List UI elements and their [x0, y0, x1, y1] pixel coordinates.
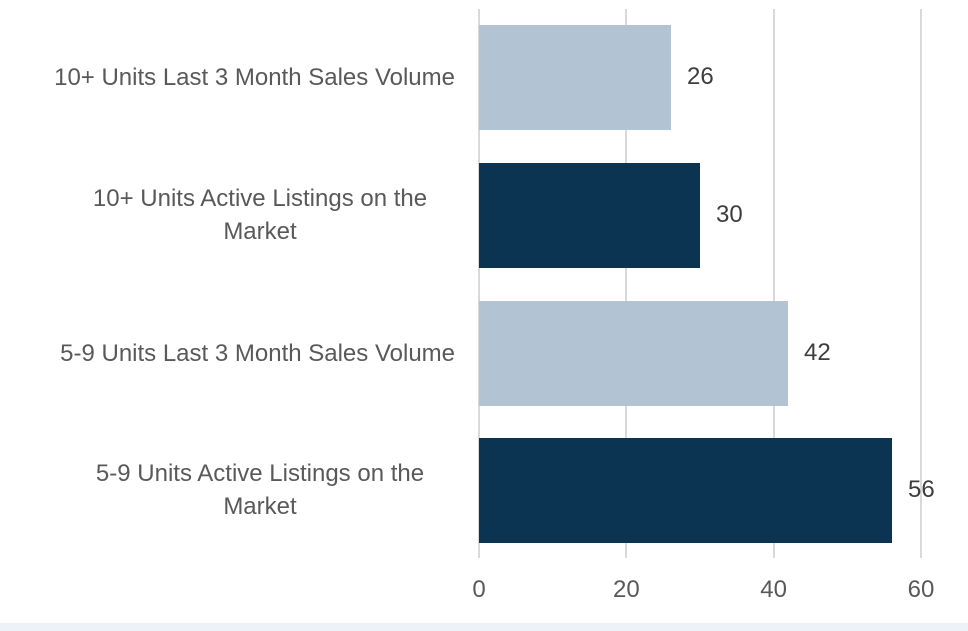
plot-area [478, 9, 922, 558]
x-tick-label: 40 [760, 576, 787, 603]
category-label-text: 10+ Units Last 3 Month Sales Volume [54, 63, 455, 91]
bar [479, 163, 700, 268]
bottom-divider [0, 623, 968, 631]
x-tick-label: 20 [612, 576, 640, 603]
value-label: 26 [687, 63, 714, 90]
x-tick-label: 0 [472, 576, 486, 603]
category-label-text: 5-9 Units Last 3 Month Sales Volume [60, 339, 455, 367]
x-tick-label: 60 [907, 576, 935, 603]
category-label: 10+ Units Last 3 Month Sales Volume [0, 37, 455, 117]
bar [479, 25, 671, 130]
value-label: 42 [804, 339, 831, 366]
gridline [625, 9, 628, 558]
gridline [772, 9, 775, 558]
value-label: 30 [716, 201, 743, 228]
gridline [920, 9, 922, 558]
value-label: 56 [908, 476, 935, 503]
category-label: 5-9 Units Last 3 Month Sales Volume [0, 313, 455, 393]
bar [479, 301, 788, 406]
gridline [478, 9, 480, 558]
category-label: 5-9 Units Active Listings on the Market [0, 450, 455, 530]
category-label-text: 10+ Units Active Listings on the Market [92, 185, 428, 245]
category-label: 10+ Units Active Listings on the Market [0, 175, 455, 255]
bar [479, 438, 892, 543]
category-label-text: 5-9 Units Active Listings on the Market [95, 460, 425, 520]
